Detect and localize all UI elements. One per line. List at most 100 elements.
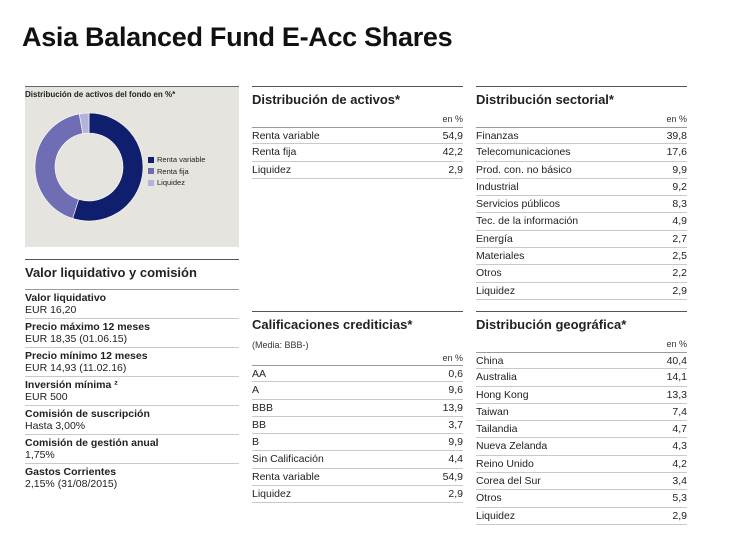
row-value: 54,9 bbox=[442, 130, 463, 142]
table-row: BBB 13,9 bbox=[252, 400, 463, 417]
row-value: 54,9 bbox=[442, 470, 463, 483]
table-row: Industrial 9,2 bbox=[476, 179, 687, 197]
row-value: 4,2 bbox=[672, 457, 687, 470]
row-label: Tailandia bbox=[476, 423, 518, 436]
row-value: 2,7 bbox=[672, 232, 687, 245]
row-label: Servicios públicos bbox=[476, 198, 561, 211]
geografica-unit: en % bbox=[666, 339, 687, 349]
valor-value: Hasta 3,00% bbox=[25, 420, 86, 432]
row-label: A bbox=[252, 384, 260, 397]
valor-item: Inversión mínima ² EUR 500 bbox=[25, 377, 239, 406]
valor-value: EUR 16,20 bbox=[25, 304, 77, 316]
row-label: China bbox=[476, 355, 504, 367]
valor-item: Precio máximo 12 meses EUR 18,35 (01.06.1… bbox=[25, 319, 239, 348]
activos-table: Renta variable 54,9 Renta fija 42,2 Liquidez… bbox=[252, 127, 463, 179]
legend-label: Renta variable bbox=[157, 155, 206, 165]
row-label: Finanzas bbox=[476, 130, 519, 142]
row-value: 4,3 bbox=[672, 440, 687, 453]
table-row: A 9,6 bbox=[252, 382, 463, 400]
row-label: Renta variable bbox=[252, 130, 320, 142]
chart-legend: Renta variable Renta fija Liquidez bbox=[148, 154, 205, 189]
row-value: 8,3 bbox=[672, 198, 687, 211]
chart-title: Distribución de activos del fondo en %* bbox=[25, 90, 176, 99]
table-row: Otros 2,2 bbox=[476, 265, 687, 283]
valor-section: Valor liquidativo y comisión Valor liqui… bbox=[25, 259, 239, 492]
valor-item: Comisión de suscripción Hasta 3,00% bbox=[25, 406, 239, 435]
row-value: 13,3 bbox=[666, 388, 687, 401]
table-row: Reino Unido 4,2 bbox=[476, 456, 687, 474]
row-label: Hong Kong bbox=[476, 388, 529, 401]
row-label: Nueva Zelanda bbox=[476, 440, 548, 453]
row-label: Sin Calificación bbox=[252, 453, 324, 466]
row-label: Telecomunicaciones bbox=[476, 146, 571, 159]
sectorial-unit: en % bbox=[666, 114, 687, 124]
row-value: 9,6 bbox=[448, 384, 463, 397]
row-label: Corea del Sur bbox=[476, 475, 541, 488]
table-row: Servicios públicos 8,3 bbox=[476, 196, 687, 214]
row-value: 2,9 bbox=[672, 509, 687, 522]
table-row: BB 3,7 bbox=[252, 417, 463, 435]
row-value: 3,7 bbox=[448, 418, 463, 431]
row-value: 9,9 bbox=[448, 436, 463, 449]
legend-entry: Renta variable bbox=[148, 154, 205, 166]
table-row: Liquidez 2,9 bbox=[252, 162, 463, 179]
row-label: Liquidez bbox=[476, 509, 516, 522]
calificaciones-section: Calificaciones crediticias* (Media: BBB-… bbox=[252, 311, 463, 504]
legend-entry: Renta fija bbox=[148, 166, 205, 178]
geografica-title: Distribución geográfica* bbox=[476, 311, 687, 332]
table-row: China 40,4 bbox=[476, 352, 687, 370]
valor-value: EUR 14,93 (11.02.16) bbox=[25, 362, 127, 374]
table-row: Liquidez 2,9 bbox=[476, 508, 687, 525]
valor-value: 1,75% bbox=[25, 449, 55, 461]
legend-label: Renta fija bbox=[157, 166, 189, 176]
row-value: 9,9 bbox=[672, 163, 687, 176]
table-row: Tec. de la información 4,9 bbox=[476, 213, 687, 231]
donut-slice-renta-fija bbox=[34, 113, 84, 219]
row-value: 13,9 bbox=[442, 401, 463, 414]
table-row: Sin Calificación 4,4 bbox=[252, 451, 463, 469]
row-value: 2,9 bbox=[672, 284, 687, 297]
valor-list: Valor liquidativo EUR 16,20 Precio máximo … bbox=[25, 289, 239, 492]
legend-swatch bbox=[148, 156, 154, 163]
page-title: Asia Balanced Fund E-Acc Shares bbox=[22, 22, 453, 52]
row-label: Prod. con. no básico bbox=[476, 163, 572, 176]
row-label: Liquidez bbox=[476, 284, 516, 297]
valor-item: Precio mínimo 12 meses EUR 14,93 (11.02.1… bbox=[25, 348, 239, 377]
valor-label: Precio mínimo 12 meses bbox=[25, 350, 148, 362]
table-row: Taiwan 7,4 bbox=[476, 404, 687, 422]
row-value: 2,5 bbox=[672, 250, 687, 263]
valor-label: Valor liquidativo bbox=[25, 292, 107, 304]
row-label: Taiwan bbox=[476, 405, 509, 418]
table-row: Hong Kong 13,3 bbox=[476, 387, 687, 404]
valor-item: Valor liquidativo EUR 16,20 bbox=[25, 289, 239, 319]
row-label: Liquidez bbox=[252, 488, 292, 501]
valor-label: Inversión mínima ² bbox=[25, 379, 118, 391]
valor-value: EUR 18,35 (01.06.15) bbox=[25, 333, 128, 345]
table-row: Renta variable 54,9 bbox=[252, 127, 463, 145]
calificaciones-subtitle: (Media: BBB-) bbox=[252, 340, 309, 350]
sectorial-table: Finanzas 39,8 Telecomunicaciones 17,6 Prod. … bbox=[476, 127, 687, 300]
activos-unit: en % bbox=[442, 114, 463, 124]
legend-swatch bbox=[148, 179, 154, 186]
sectorial-title: Distribución sectorial* bbox=[476, 86, 687, 107]
row-label: Tec. de la información bbox=[476, 215, 579, 228]
table-row: Materiales 2,5 bbox=[476, 248, 687, 266]
row-value: 5,3 bbox=[672, 492, 687, 505]
row-value: 0,6 bbox=[448, 368, 463, 380]
table-row: Renta fija 42,2 bbox=[252, 144, 463, 162]
calificaciones-unit: en % bbox=[442, 353, 463, 363]
table-row: Otros 5,3 bbox=[476, 490, 687, 508]
table-row: Australia 14,1 bbox=[476, 369, 687, 387]
row-value: 7,4 bbox=[672, 405, 687, 418]
row-label: Industrial bbox=[476, 180, 519, 193]
row-value: 4,4 bbox=[448, 453, 463, 466]
valor-value: EUR 500 bbox=[25, 391, 68, 403]
row-value: 42,2 bbox=[442, 146, 463, 159]
valor-item: Gastos Corrientes 2,15% (31/08/2015) bbox=[25, 464, 239, 492]
row-label: Reino Unido bbox=[476, 457, 534, 470]
geografica-section: Distribución geográfica* en % China 40,4 A… bbox=[476, 311, 687, 525]
valor-label: Comisión de suscripción bbox=[25, 408, 150, 420]
row-label: B bbox=[252, 436, 260, 449]
table-row: Liquidez 2,9 bbox=[476, 283, 687, 300]
row-value: 14,1 bbox=[666, 371, 687, 384]
